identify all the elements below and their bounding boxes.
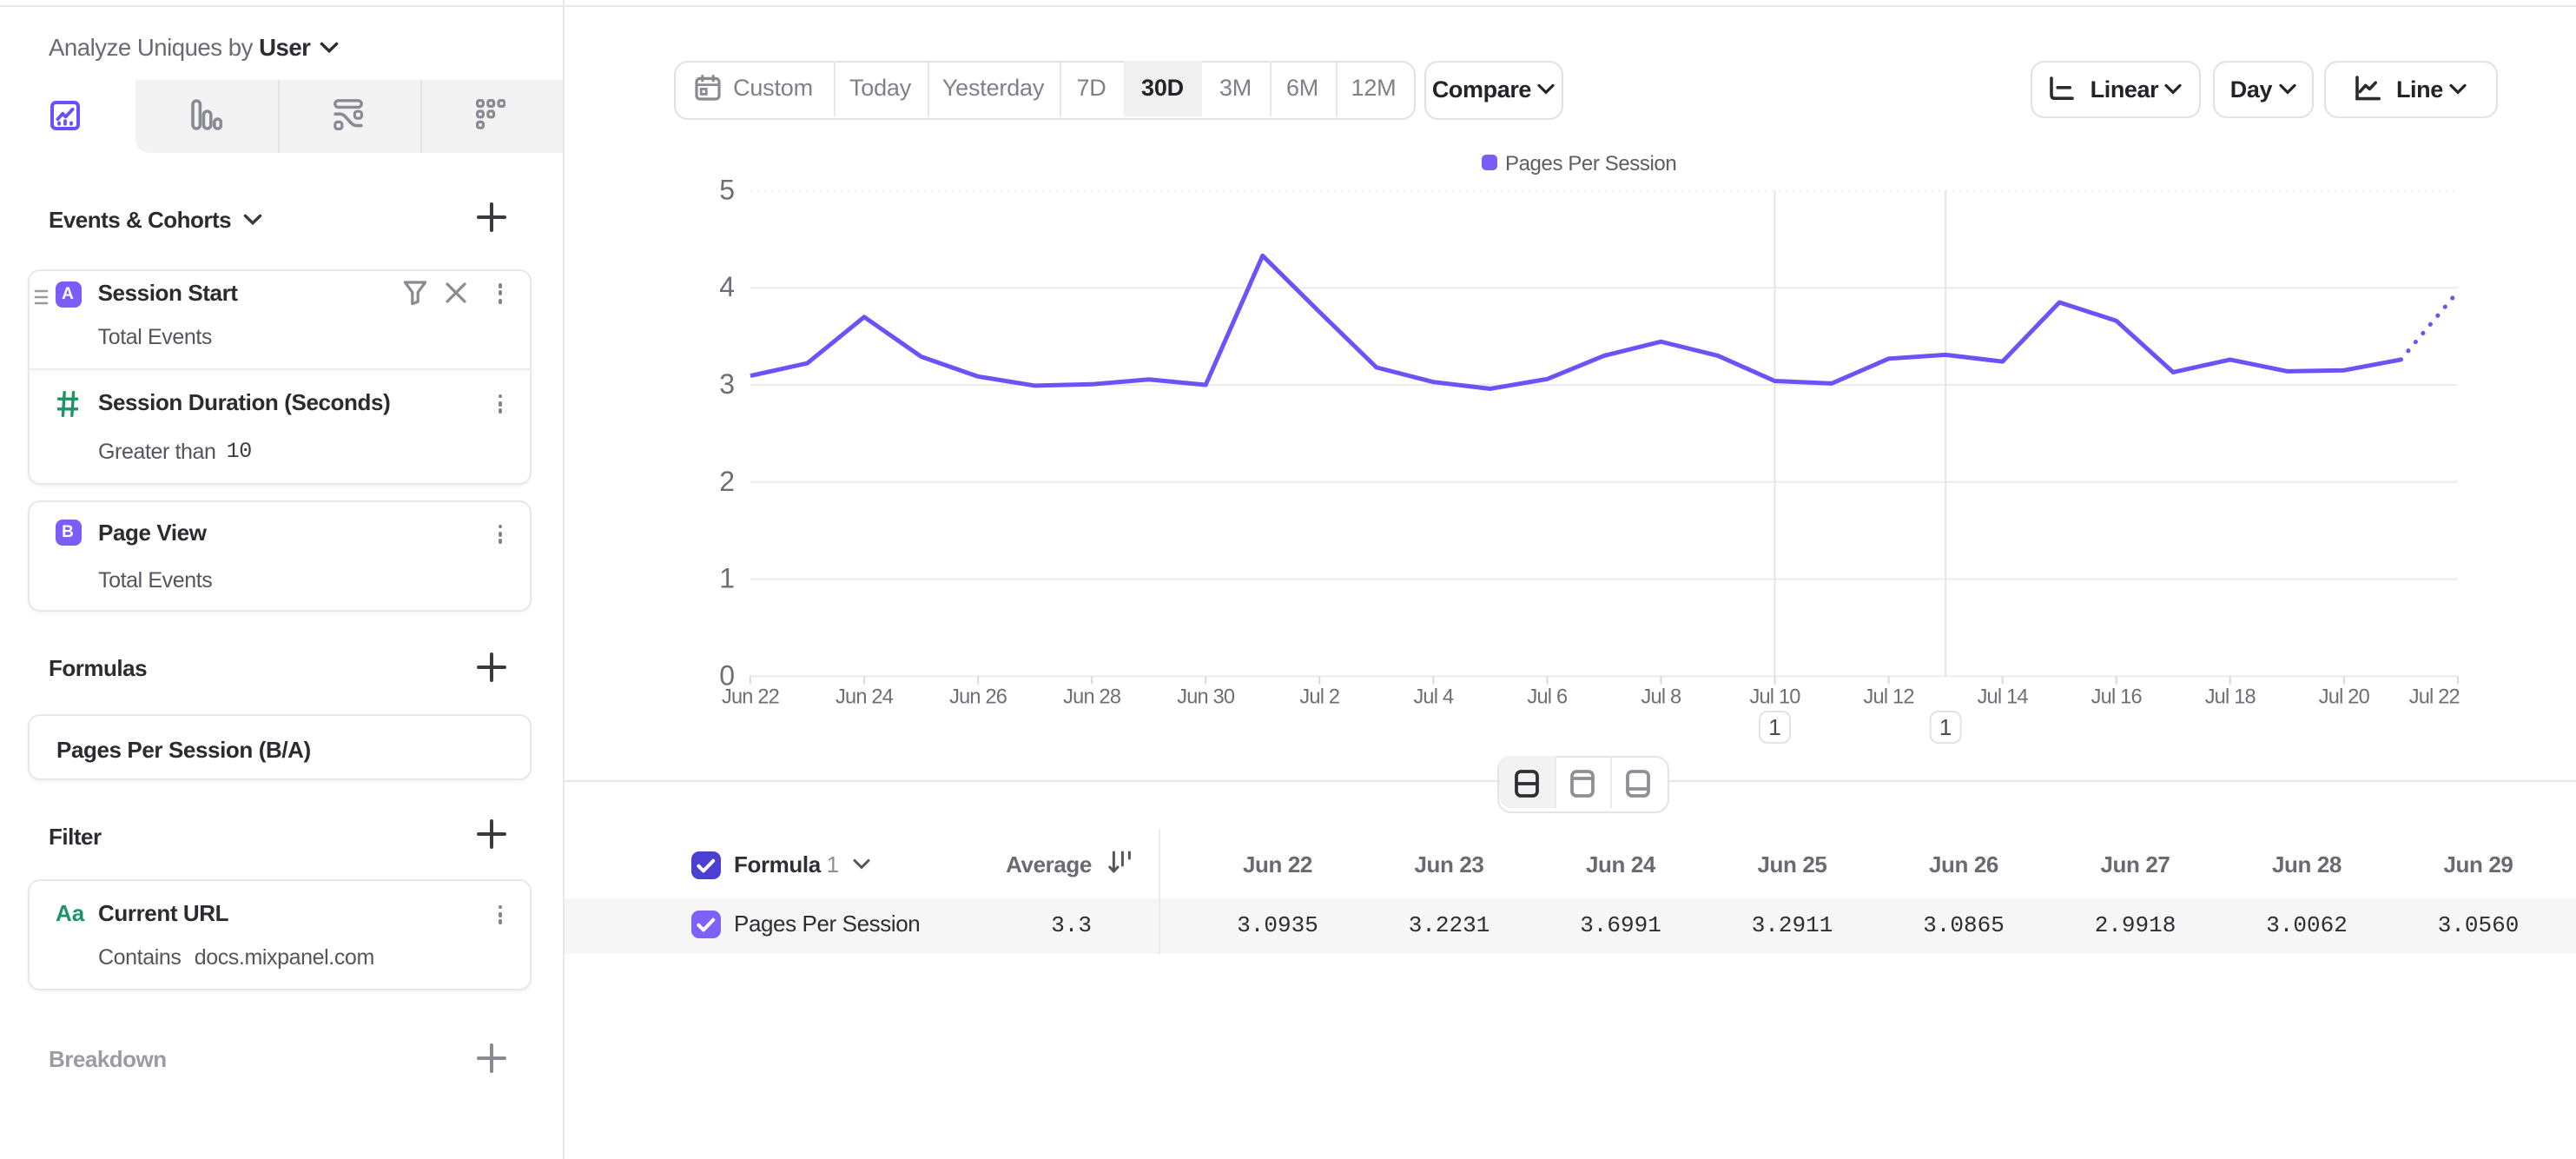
svg-text:Jul 8: Jul 8: [1641, 685, 1681, 708]
svg-text:1: 1: [1939, 714, 1951, 740]
svg-text:1: 1: [1767, 714, 1780, 740]
svg-text:Jul 22: Jul 22: [2408, 685, 2459, 708]
svg-text:Jul 14: Jul 14: [1977, 685, 2028, 708]
svg-text:Jul 2: Jul 2: [1298, 685, 1338, 708]
svg-text:2: 2: [718, 466, 734, 497]
svg-text:Jun 24: Jun 24: [835, 685, 893, 708]
svg-text:Jun 30: Jun 30: [1176, 685, 1234, 708]
svg-text:Jul 12: Jul 12: [1863, 685, 1913, 708]
svg-text:3: 3: [718, 368, 734, 400]
svg-text:Jul 16: Jul 16: [2091, 685, 2142, 708]
svg-text:Jun 22: Jun 22: [721, 685, 778, 708]
svg-text:Jul 10: Jul 10: [1748, 685, 1800, 708]
svg-text:Jun 28: Jun 28: [1062, 685, 1120, 708]
svg-text:4: 4: [718, 271, 734, 302]
svg-text:5: 5: [718, 174, 734, 205]
svg-text:0: 0: [718, 659, 734, 691]
svg-text:Jun 26: Jun 26: [948, 685, 1007, 708]
svg-text:Jul 18: Jul 18: [2204, 685, 2256, 708]
svg-text:Jul 4: Jul 4: [1412, 685, 1453, 708]
svg-text:Jul 6: Jul 6: [1526, 685, 1567, 708]
svg-text:1: 1: [718, 563, 734, 594]
svg-text:Jul 20: Jul 20: [2318, 685, 2369, 708]
